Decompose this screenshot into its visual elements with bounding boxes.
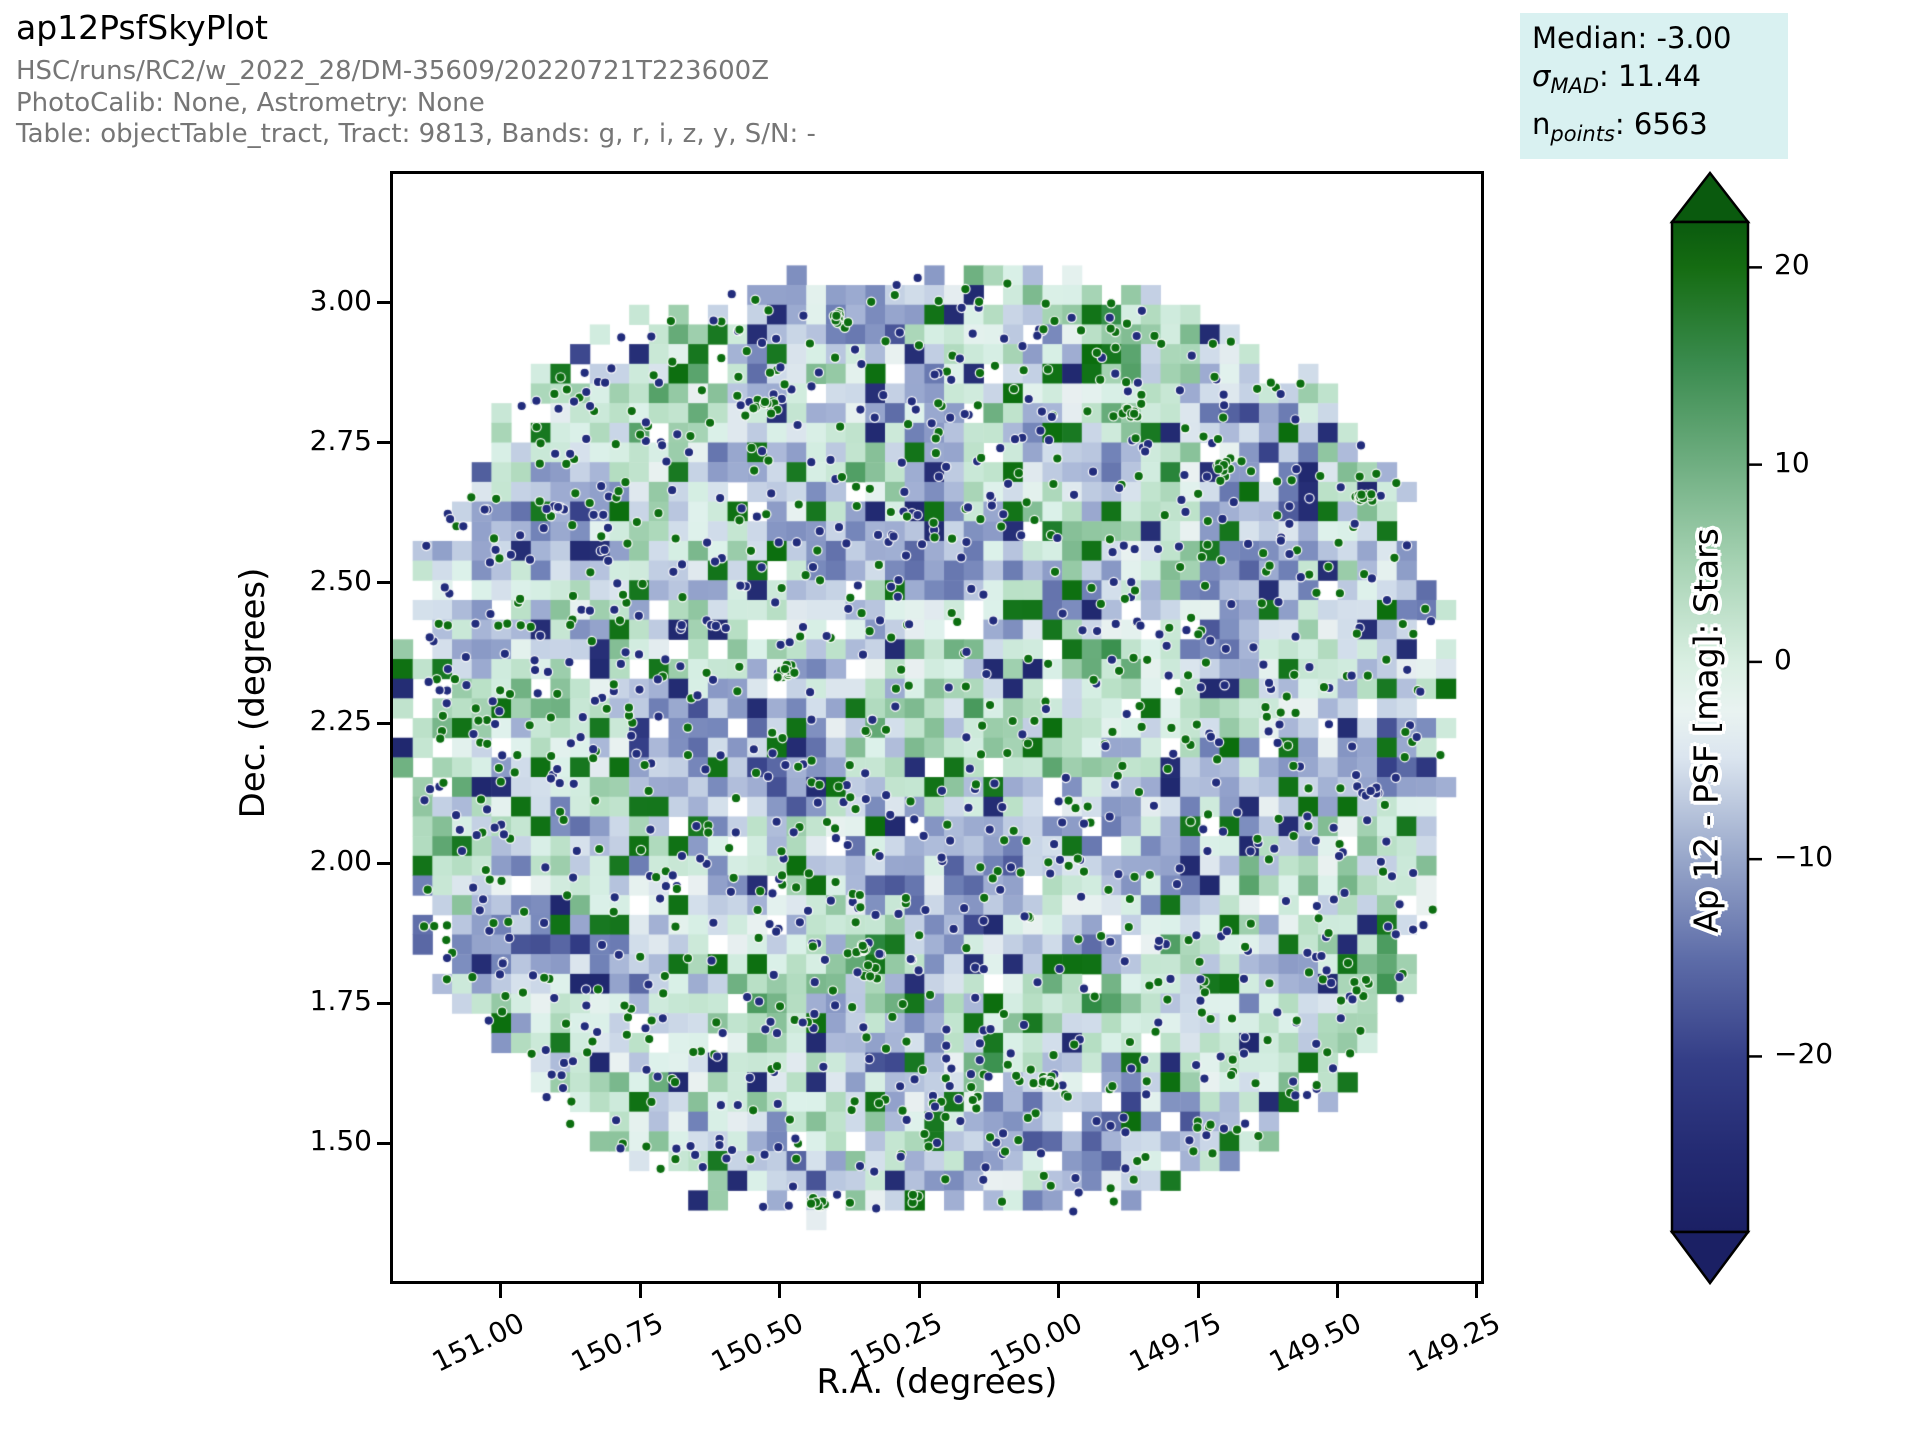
subtitle-run: HSC/runs/RC2/w_2022_28/DM-35609/20220721… bbox=[16, 56, 770, 86]
colorbar-tick-label: −10 bbox=[1774, 840, 1834, 874]
y-tick-mark bbox=[377, 441, 391, 445]
x-tick-label: 149.50 bbox=[1263, 1306, 1366, 1379]
x-tick-mark bbox=[778, 1284, 782, 1298]
colorbar-tick-label: 10 bbox=[1774, 445, 1810, 479]
stat-npoints: npoints: 6563 bbox=[1532, 106, 1708, 146]
y-tick-mark bbox=[377, 301, 391, 305]
x-tick-label: 149.25 bbox=[1402, 1306, 1506, 1379]
stat-median: Median: -3.00 bbox=[1532, 21, 1732, 55]
x-tick-mark bbox=[1057, 1284, 1061, 1298]
x-tick-mark bbox=[1336, 1284, 1340, 1298]
stat-sigma-mad: σMAD: 11.44 bbox=[1532, 59, 1702, 98]
x-tick-mark bbox=[499, 1284, 503, 1298]
colorbar-label: Ap 12 - PSF [mag]: Stars bbox=[1686, 528, 1726, 933]
y-tick-label: 1.50 bbox=[309, 1124, 372, 1158]
subtitle-table: Table: objectTable_tract, Tract: 9813, B… bbox=[16, 119, 816, 149]
y-tick-mark bbox=[377, 861, 391, 865]
y-tick-label: 2.75 bbox=[309, 423, 372, 457]
colorbar-gradient-bar bbox=[1670, 220, 1750, 1234]
colorbar-tick-label: 0 bbox=[1774, 642, 1792, 676]
stats-box: Median: -3.00 σMAD: 11.44 npoints: 6563 bbox=[1520, 13, 1788, 159]
y-axis-label: Dec. (degrees) bbox=[233, 567, 273, 819]
plot-title: ap12PsfSkyPlot bbox=[16, 8, 268, 47]
y-tick-label: 2.25 bbox=[309, 704, 372, 738]
y-tick-mark bbox=[377, 1001, 391, 1005]
y-tick-label: 2.50 bbox=[309, 563, 372, 597]
x-axis-label: R.A. (degrees) bbox=[816, 1362, 1058, 1402]
y-tick-mark bbox=[377, 721, 391, 725]
y-tick-label: 2.00 bbox=[309, 844, 372, 878]
colorbar bbox=[1669, 170, 1762, 1286]
x-tick-mark bbox=[917, 1284, 921, 1298]
colorbar-tick-label: 20 bbox=[1774, 248, 1810, 282]
y-tick-label: 3.00 bbox=[309, 283, 372, 317]
colorbar-arrow-min bbox=[1669, 1230, 1751, 1286]
y-tick-mark bbox=[377, 581, 391, 585]
subtitle-calib: PhotoCalib: None, Astrometry: None bbox=[16, 88, 485, 118]
y-tick-label: 1.75 bbox=[309, 984, 372, 1018]
x-tick-mark bbox=[638, 1284, 642, 1298]
sky-plot-canvas bbox=[393, 174, 1483, 1283]
colorbar-ticks bbox=[1748, 266, 1762, 1058]
colorbar-tick-label: −20 bbox=[1774, 1037, 1834, 1071]
x-tick-mark bbox=[1196, 1284, 1200, 1298]
y-tick-mark bbox=[377, 1141, 391, 1145]
x-tick-mark bbox=[1475, 1284, 1479, 1298]
x-tick-label: 151.00 bbox=[426, 1306, 530, 1379]
colorbar-arrow-max bbox=[1669, 170, 1751, 224]
